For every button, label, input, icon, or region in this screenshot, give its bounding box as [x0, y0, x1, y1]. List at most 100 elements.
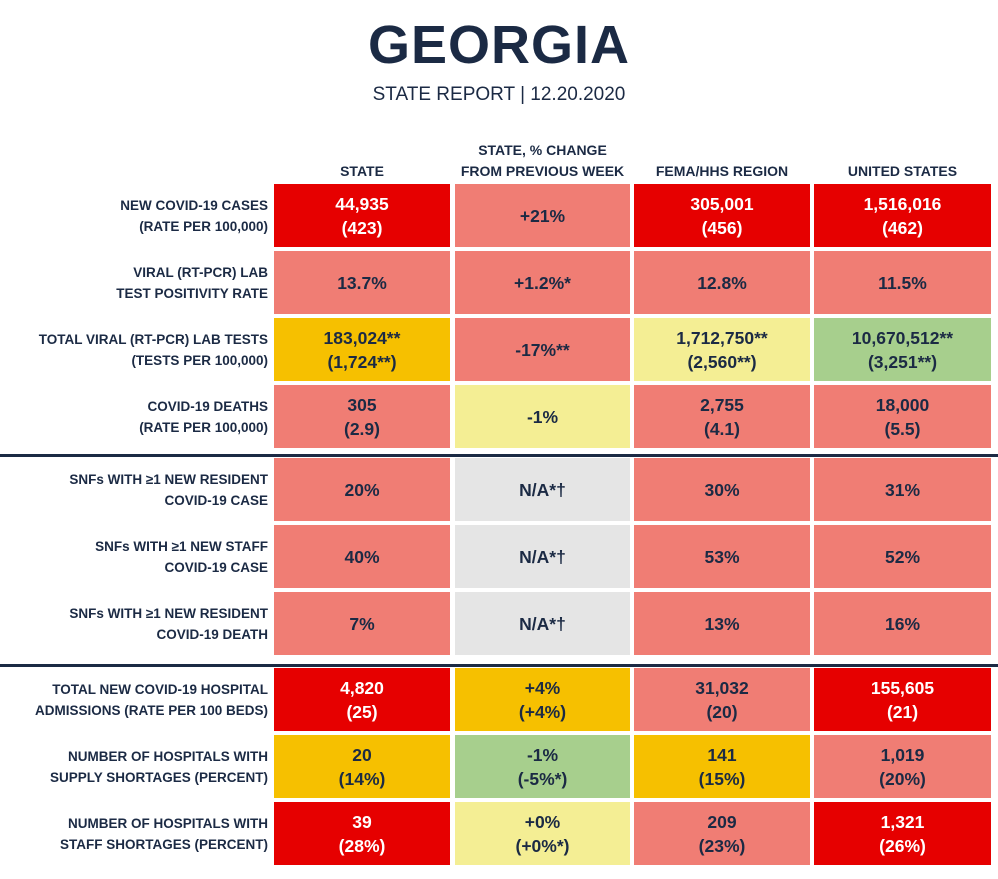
metric-cell: 1,321 (26%): [814, 802, 991, 865]
metric-value: 31%: [884, 479, 921, 500]
metric-cell: 183,024** (1,724**): [274, 318, 450, 381]
metric-value: (14%): [338, 768, 386, 789]
metric-cell: 1,019 (20%): [814, 735, 991, 798]
metric-value: (26%): [879, 835, 926, 856]
metric-value: 52%: [884, 546, 921, 567]
report-title: GEORGIA: [367, 15, 631, 75]
metric-cell: 10,670,512** (3,251**): [814, 318, 991, 381]
metric-value: (20): [706, 701, 738, 722]
row-label: COVID-19 DEATHS (RATE PER 100,000): [0, 385, 268, 448]
metric-cell: 20%: [274, 458, 450, 521]
metric-value: 18,000: [875, 394, 930, 415]
metric-cell: +21%: [455, 184, 630, 247]
column-header: UNITED STATES: [847, 163, 958, 179]
metric-cell: 1,712,750** (2,560**): [634, 318, 810, 381]
metric-value: 13%: [704, 613, 740, 634]
row-label-line: STAFF SHORTAGES (PERCENT): [60, 836, 268, 852]
column-header: FEMA/HHS REGION: [655, 163, 789, 179]
metric-value: (462): [882, 217, 923, 238]
metric-value: +1.2%*: [514, 272, 571, 293]
metric-value: (2.9): [344, 418, 380, 439]
metric-cell: -1%: [455, 385, 630, 448]
metric-value: 1,321: [880, 811, 925, 832]
metric-value: (-5%*): [517, 768, 568, 789]
metric-cell: 4,820 (25): [274, 668, 450, 731]
metric-value: N/A*†: [519, 479, 566, 500]
row-label-line: COVID-19 CASE: [164, 492, 268, 508]
metric-cell: 13.7%: [274, 251, 450, 314]
metric-value: +0%: [524, 811, 561, 832]
metric-value: N/A*†: [519, 613, 566, 634]
row-label-line: (RATE PER 100,000): [139, 218, 268, 234]
metric-cell: 44,935 (423): [274, 184, 450, 247]
metric-value: 1,712,750**: [676, 327, 768, 348]
row-label-line: SNFs WITH ≥1 NEW STAFF: [95, 538, 268, 554]
metric-value: 39: [352, 811, 372, 832]
row-label-line: (RATE PER 100,000): [139, 419, 268, 435]
row-label-line: ADMISSIONS (RATE PER 100 BEDS): [34, 702, 268, 718]
metric-value: 141: [707, 744, 737, 765]
metric-value: 305,001: [690, 193, 754, 214]
metric-cell: N/A*†: [455, 525, 630, 588]
metric-value: +21%: [519, 205, 566, 226]
metric-value: (2,560**): [687, 351, 757, 372]
metric-value: 53%: [704, 546, 740, 567]
metric-value: (+0%*): [515, 835, 570, 856]
metric-cell: 1,516,016 (462): [814, 184, 991, 247]
metric-value: (15%): [698, 768, 746, 789]
metric-cell: +0% (+0%*): [455, 802, 630, 865]
metric-value: (456): [701, 217, 743, 238]
metric-cell: 305,001 (456): [634, 184, 810, 247]
section-divider: [0, 664, 998, 667]
row-label-line: TEST POSITIVITY RATE: [116, 285, 268, 301]
metric-cell: +1.2%*: [455, 251, 630, 314]
metric-cell: 209 (23%): [634, 802, 810, 865]
metric-value: (5.5): [884, 418, 921, 439]
metric-value: 4,820: [340, 677, 384, 698]
metric-cell: N/A*†: [455, 592, 630, 655]
row-label-line: COVID-19 DEATH: [156, 626, 268, 642]
metric-value: (20%): [879, 768, 926, 789]
metric-value: 20%: [344, 479, 380, 500]
row-label-line: COVID-19 DEATHS: [147, 398, 268, 414]
metric-value: (21): [886, 701, 919, 722]
metric-value: 13.7%: [337, 272, 387, 293]
metric-value: (3,251**): [867, 351, 938, 372]
metric-cell: 12.8%: [634, 251, 810, 314]
section-divider: [0, 454, 998, 457]
row-label-line: TOTAL VIRAL (RT-PCR) LAB TESTS: [38, 331, 268, 347]
metric-cell: 18,000 (5.5): [814, 385, 991, 448]
row-label: SNFs WITH ≥1 NEW RESIDENT COVID-19 DEATH: [0, 592, 268, 655]
metric-cell: 2,755 (4.1): [634, 385, 810, 448]
row-label: TOTAL NEW COVID-19 HOSPITAL ADMISSIONS (R…: [0, 668, 268, 731]
row-label-line: TOTAL NEW COVID-19 HOSPITAL: [52, 681, 268, 697]
metric-value: 12.8%: [697, 272, 747, 293]
metric-value: (4.1): [704, 418, 740, 439]
metric-cell: 31,032 (20): [634, 668, 810, 731]
metric-cell: 20 (14%): [274, 735, 450, 798]
row-label-line: SNFs WITH ≥1 NEW RESIDENT: [69, 605, 268, 621]
metric-value: (25): [346, 701, 378, 722]
metric-value: 183,024**: [323, 327, 401, 348]
metric-cell: 30%: [634, 458, 810, 521]
metric-cell: 155,605 (21): [814, 668, 991, 731]
metric-value: 7%: [349, 613, 375, 634]
metric-value: -1%: [526, 744, 559, 765]
metric-value: (23%): [698, 835, 746, 856]
metric-value: 11.5%: [878, 272, 927, 293]
metric-value: (1,724**): [327, 351, 397, 372]
row-label-line: NUMBER OF HOSPITALS WITH: [68, 815, 268, 831]
metric-value: (423): [341, 217, 383, 238]
row-label: VIRAL (RT-PCR) LAB TEST POSITIVITY RATE: [0, 251, 268, 314]
row-label-line: SNFs WITH ≥1 NEW RESIDENT: [69, 471, 268, 487]
metric-cell: 53%: [634, 525, 810, 588]
metric-value: 209: [707, 811, 737, 832]
metric-value: 305: [347, 394, 377, 415]
metric-cell: 305 (2.9): [274, 385, 450, 448]
metric-value: 30%: [704, 479, 740, 500]
metric-value: 1,019: [880, 744, 925, 765]
metric-cell: -17%**: [455, 318, 630, 381]
metric-cell: +4% (+4%): [455, 668, 630, 731]
metric-value: -17%**: [515, 339, 570, 360]
metric-cell: 31%: [814, 458, 991, 521]
